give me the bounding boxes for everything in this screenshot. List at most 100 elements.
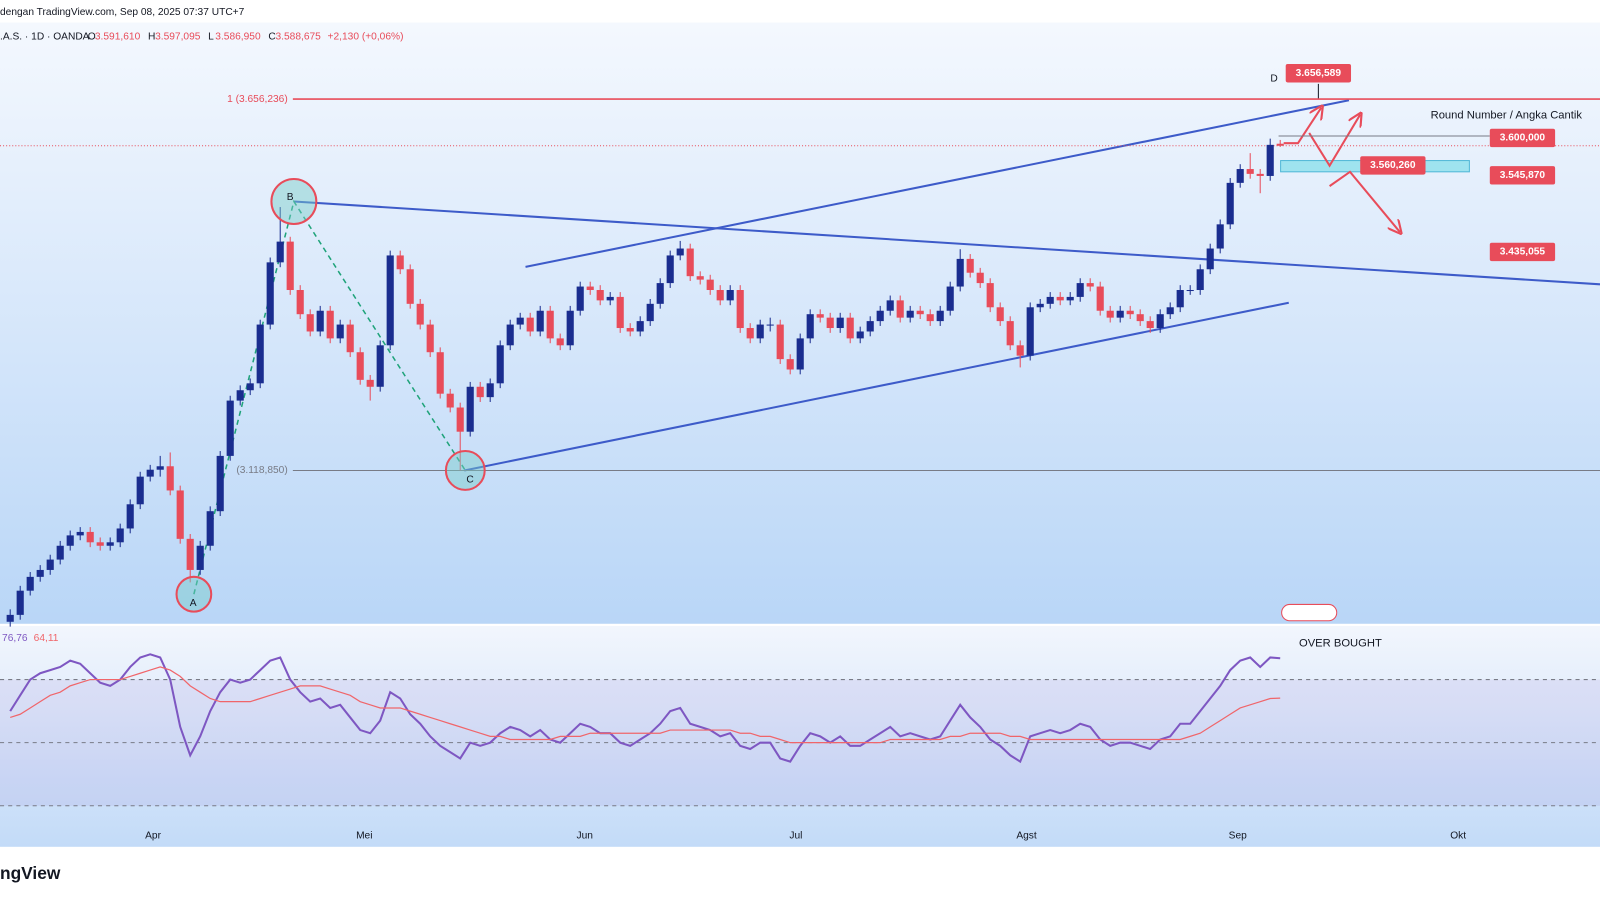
candle-body (636, 321, 644, 332)
candle-body (1246, 169, 1254, 174)
candle-body (776, 324, 784, 360)
candle-body (856, 331, 864, 339)
candle-body (836, 317, 844, 329)
candle-body (966, 258, 974, 273)
candle-body (1076, 283, 1084, 297)
candle-body (666, 255, 674, 284)
trendline (464, 301, 1289, 472)
ohlc-value: 3.588,675 (276, 32, 322, 43)
rsi-line (9, 653, 1281, 764)
source-text: dengan TradingView.com, Sep 08, 2025 07:… (0, 7, 245, 18)
ohlc-key: H (148, 32, 155, 43)
candle-body (546, 310, 554, 339)
candle-body (1146, 321, 1154, 329)
pivot-label: C (466, 474, 473, 485)
change-text: +2,130 (+0,06%) (328, 32, 404, 43)
candle-body (1156, 314, 1164, 329)
candle-body (26, 576, 34, 591)
x-tick-label: Okt (1450, 830, 1466, 841)
candle-body (756, 324, 764, 339)
candle-body (116, 528, 124, 543)
candle-body (226, 400, 234, 456)
candle-body (616, 296, 624, 329)
candle-body (466, 386, 474, 432)
candle-body (1136, 314, 1144, 322)
candle-body (66, 535, 74, 546)
annotation: Round Number / Angka Cantik (1431, 110, 1583, 122)
candle-body (346, 324, 354, 353)
candle-body (816, 314, 824, 318)
candle-body (446, 393, 454, 408)
candle-body (1126, 310, 1134, 315)
candle-body (176, 490, 184, 539)
candle-body (706, 279, 714, 291)
price-label: 3.600,000 (1500, 133, 1546, 144)
candle-body (336, 324, 344, 339)
plot: 1 (3.656,236) (3.118,850) 3.656,589 3.600,0… (0, 64, 1600, 841)
candle-body (526, 317, 534, 332)
candle-body (916, 310, 924, 315)
candle-body (606, 296, 614, 301)
candle-body (286, 241, 294, 291)
candle-body (356, 352, 364, 380)
candle-body (556, 338, 564, 346)
candle-body (786, 359, 794, 370)
candle-body (866, 321, 874, 332)
candle-body (976, 272, 984, 284)
candle-body (316, 310, 324, 332)
candle-body (1046, 296, 1054, 304)
candle-body (1166, 307, 1174, 315)
candle-body (276, 241, 284, 263)
pivot-circle (175, 575, 213, 613)
candle-body (846, 317, 854, 339)
price-label-box (1489, 166, 1556, 185)
candle-body (1256, 173, 1264, 176)
ohlc-key: L (208, 32, 214, 43)
event-icons[interactable] (1281, 603, 1338, 622)
ohlc-value: 3.597,095 (155, 32, 201, 43)
pivot-label: A (190, 598, 197, 609)
candle-body (946, 286, 954, 311)
candle-body (196, 545, 204, 570)
candle-body (1006, 321, 1014, 346)
candle-body (596, 290, 604, 301)
candle-body (16, 590, 24, 615)
candle-body (76, 531, 84, 536)
price-label: 3.435,055 (1500, 247, 1546, 258)
candle-body (256, 324, 264, 384)
candle-body (646, 303, 654, 322)
candle-body (1106, 310, 1114, 318)
ohlc-header: O 3.591,610 H 3.597,095 L 3.586,950 C 3.588,675 (88, 32, 321, 43)
candle-body (106, 542, 114, 546)
candle-body (296, 290, 304, 315)
annotation: OVER BOUGHT (1299, 637, 1382, 649)
candle-body (1216, 224, 1224, 249)
symbol-text: .A.S. · 1D · OANDA (0, 32, 90, 43)
candle-body (1186, 290, 1194, 292)
pattern-leg (193, 199, 466, 595)
candle-body (366, 379, 374, 387)
x-tick-label: Apr (145, 830, 161, 841)
candle-body (536, 310, 544, 332)
candle-body (896, 300, 904, 318)
candle-body (426, 324, 434, 353)
arrow (1329, 170, 1400, 232)
x-tick-label: Jun (576, 830, 593, 841)
pivot-circle (270, 177, 318, 225)
candle-body (186, 538, 194, 570)
level-label: 1 (3.656,236) (227, 94, 288, 105)
price-pane (0, 22, 1600, 624)
ohlc-value: 3.591,610 (95, 32, 141, 43)
candle-body (496, 345, 504, 384)
candle-body (726, 290, 734, 301)
candle-body (376, 345, 384, 387)
rsi-line (10, 666, 1281, 744)
candle-body (6, 614, 14, 622)
candle-body (586, 286, 594, 291)
trendline (293, 200, 1600, 286)
candle-body (266, 262, 274, 325)
ohlc-key: O (88, 32, 96, 43)
candle-body (1266, 144, 1274, 176)
